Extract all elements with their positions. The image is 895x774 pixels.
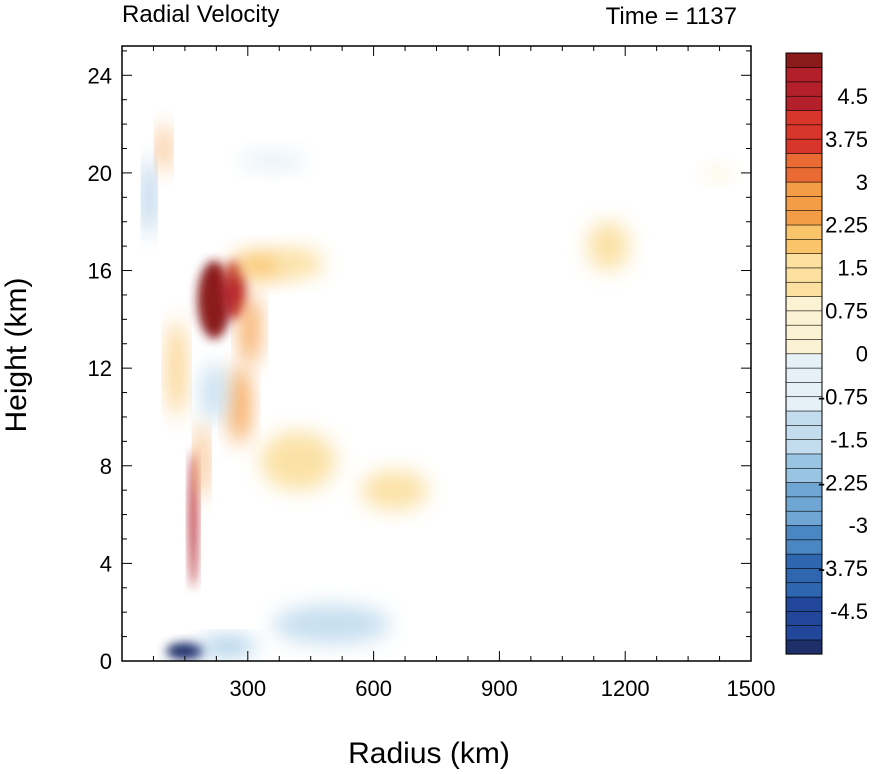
field-feature — [587, 221, 630, 271]
y-tick-label: 0 — [100, 649, 112, 674]
field-feature — [145, 158, 154, 237]
colorbar-segment — [785, 224, 823, 240]
colorbar-segment — [785, 467, 823, 483]
colorbar: -4.5 -3.75 -3 -2.25 -1.5 -0.75 0 0.75 1.5 2.25 3 3.… — [785, 52, 868, 655]
colorbar-label: 2.25 — [825, 213, 868, 238]
field-feature — [197, 637, 257, 655]
y-axis-label: Height (km) — [0, 277, 33, 432]
x-axis-label: Radius (km) — [348, 737, 510, 770]
x-tick-label: 600 — [355, 676, 392, 701]
colorbar-label: -4.5 — [830, 599, 868, 624]
colorbar-label: 3.75 — [825, 127, 868, 152]
colorbar-label: 4.5 — [837, 84, 868, 109]
field-feature — [272, 248, 324, 278]
colorbar-segment — [785, 338, 823, 355]
colorbar-segment — [785, 553, 823, 569]
colorbar-label: -3 — [848, 513, 868, 538]
colorbar-segment — [785, 52, 823, 68]
field-feature — [168, 319, 185, 417]
colorbar-segment — [785, 109, 823, 126]
colorbar-label: 0 — [856, 342, 868, 367]
field-feature — [272, 604, 391, 644]
colorbar-segment — [785, 138, 823, 154]
field-feature — [197, 260, 232, 339]
colorbar-label: -1.5 — [830, 427, 868, 452]
colorbar-label: -3.75 — [818, 556, 868, 581]
field-feature — [239, 150, 307, 171]
field-feature — [189, 451, 198, 588]
time-label: Time = 1137 — [606, 3, 737, 30]
field-feature — [166, 642, 204, 660]
colorbar-label: -2.25 — [818, 470, 868, 495]
field-feature — [228, 365, 250, 444]
colorbar-label: 0.75 — [825, 299, 868, 324]
colorbar-segment — [785, 310, 823, 326]
colorbar-segment — [785, 353, 823, 369]
field-feature — [158, 124, 169, 173]
colorbar-segment — [785, 324, 823, 340]
colorbar-segment — [785, 582, 823, 598]
y-tick-label: 20 — [88, 161, 112, 186]
y-tick-label: 16 — [88, 259, 112, 284]
field-feature — [361, 470, 429, 510]
colorbar-segment — [785, 524, 823, 541]
x-tick-label: 1500 — [727, 676, 776, 701]
x-tick-label: 900 — [481, 676, 518, 701]
colorbar-label: 3 — [856, 170, 868, 195]
colorbar-segment — [785, 167, 823, 183]
y-tick-label: 24 — [88, 63, 112, 88]
colorbar-segment — [785, 510, 823, 526]
colorbar-segment — [785, 496, 823, 512]
colorbar-segment — [785, 639, 823, 655]
colorbar-segment — [785, 367, 823, 383]
colorbar-segment — [785, 295, 823, 312]
colorbar-segment — [785, 567, 823, 584]
colorbar-segment — [785, 267, 823, 283]
colorbar-segment — [785, 410, 823, 426]
colorbar-segment — [785, 481, 823, 498]
plot-background — [122, 46, 751, 661]
colorbar-segment — [785, 152, 823, 169]
colorbar-segment — [785, 238, 823, 254]
y-axis: 0 4 8 12 16 20 24 — [88, 50, 751, 674]
y-tick-label: 12 — [88, 356, 112, 381]
field-feature — [196, 421, 207, 500]
colorbar-segment — [785, 625, 823, 641]
colorbar-segment — [785, 95, 823, 111]
colorbar-segment — [785, 439, 823, 455]
chart-title: Radial Velocity — [122, 1, 279, 28]
colorbar-segment — [785, 124, 823, 140]
colorbar-segment — [785, 281, 823, 297]
colorbar-segment — [785, 396, 823, 412]
field-feature — [201, 363, 227, 422]
colorbar-segment — [785, 210, 823, 226]
colorbar-segment — [785, 453, 823, 469]
colorbar-segment — [785, 610, 823, 626]
colorbar-segment — [785, 381, 823, 398]
colorbar-label: -0.75 — [818, 384, 868, 409]
x-tick-label: 300 — [229, 676, 266, 701]
field-feature — [704, 165, 731, 181]
colorbar-segment — [785, 67, 823, 83]
colorbar-segment — [785, 539, 823, 555]
colorbar-label: 1.5 — [837, 256, 868, 281]
y-tick-label: 8 — [100, 454, 112, 479]
field-feature — [260, 431, 336, 491]
colorbar-segment — [785, 424, 823, 440]
colorbar-segment — [785, 81, 823, 97]
colorbar-frame — [785, 52, 823, 655]
field-feature — [240, 292, 260, 366]
colorbar-segment — [785, 253, 823, 269]
colorbar-segment — [785, 195, 823, 212]
y-tick-label: 4 — [100, 551, 112, 576]
x-axis: 300 600 900 1200 1500 — [121, 46, 776, 701]
velocity-field — [145, 124, 731, 660]
colorbar-segment — [785, 596, 823, 612]
x-tick-label: 1200 — [601, 676, 650, 701]
colorbar-segment — [785, 181, 823, 197]
